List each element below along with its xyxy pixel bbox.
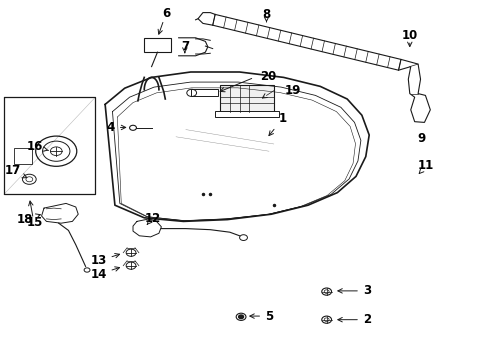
- Text: 17: 17: [4, 165, 27, 178]
- Bar: [144, 38, 171, 52]
- Text: 4: 4: [106, 121, 125, 134]
- Text: 19: 19: [284, 84, 300, 97]
- Text: 12: 12: [144, 212, 161, 225]
- Bar: [190, 89, 217, 96]
- Text: 14: 14: [90, 267, 119, 281]
- Bar: [215, 111, 278, 117]
- Text: 7: 7: [181, 40, 188, 53]
- Text: 15: 15: [27, 216, 43, 229]
- Text: 16: 16: [27, 140, 48, 153]
- FancyBboxPatch shape: [220, 85, 273, 112]
- Text: 9: 9: [417, 132, 425, 145]
- Text: 6: 6: [162, 7, 170, 20]
- Text: 5: 5: [249, 310, 273, 323]
- Circle shape: [238, 315, 243, 319]
- Text: 10: 10: [401, 29, 417, 42]
- Text: 20: 20: [259, 70, 276, 83]
- Text: 13: 13: [90, 253, 119, 267]
- Text: 1: 1: [268, 112, 286, 136]
- Text: 3: 3: [337, 284, 370, 297]
- Text: 11: 11: [416, 159, 433, 172]
- Text: 18: 18: [17, 213, 40, 226]
- Text: 8: 8: [262, 8, 270, 21]
- Bar: [14, 148, 32, 164]
- Text: 2: 2: [337, 313, 370, 326]
